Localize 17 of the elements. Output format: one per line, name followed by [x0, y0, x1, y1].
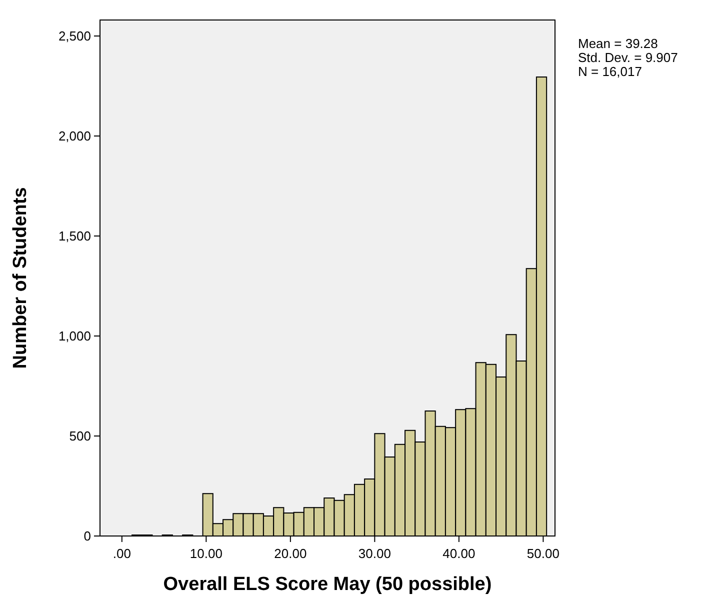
y-tick-label: 2,000 — [58, 128, 91, 144]
x-tick-label: 50.00 — [526, 546, 560, 561]
text: N = 16,017 — [578, 64, 642, 79]
x-tick-label: 30.00 — [358, 546, 391, 561]
y-tick-label: 1,000 — [58, 328, 91, 344]
y-tick-label: 500 — [69, 428, 91, 444]
x-tick-label: .00 — [112, 546, 131, 561]
x-tick-label: 20.00 — [274, 546, 307, 561]
y-axis-title: Number of Students — [10, 187, 31, 369]
x-axis-title: Overall ELS Score May (50 possible) — [163, 574, 492, 595]
text: Std. Dev. = 9.907 — [578, 50, 678, 65]
y-tick-label: 2,500 — [58, 28, 91, 44]
y-tick-label: 1,500 — [58, 228, 91, 244]
x-tick-label: 10.00 — [190, 546, 222, 561]
text: Mean = 39.28 — [578, 36, 658, 51]
y-tick-label: 0 — [84, 528, 91, 544]
x-tick-label: 40.00 — [442, 546, 476, 561]
